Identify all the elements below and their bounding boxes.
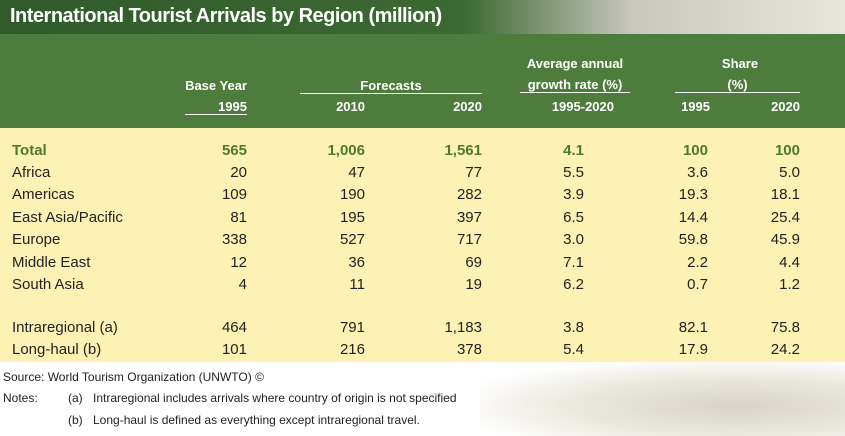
cell: 17.9 (678, 341, 708, 359)
header: Forecasts (300, 78, 482, 94)
note: Intraregional includes arrivals where co… (93, 391, 457, 405)
row-label: South Asia (12, 276, 84, 293)
cell: 1.2 (779, 276, 800, 293)
cell: 100 (682, 142, 708, 159)
cell: 14.4 (678, 208, 708, 226)
cell: 100 (774, 142, 800, 159)
cell: 45.9 (770, 231, 800, 249)
row-label: Intraregional (a) (12, 319, 118, 336)
cell: 4.1 (563, 142, 584, 159)
cell: 18.1 (770, 186, 800, 204)
header: 2020 (771, 99, 800, 114)
background-image (480, 362, 845, 436)
header: Average annual (526, 56, 624, 71)
row-label: Europe (12, 231, 61, 249)
cell: 378 (456, 341, 482, 359)
header: 2010 (336, 99, 365, 114)
cell: 3.0 (563, 231, 584, 249)
row-label: Middle East (12, 253, 91, 271)
cell: 3.9 (563, 186, 584, 204)
cell: 190 (339, 186, 365, 204)
cell: 565 (221, 142, 247, 159)
row-label: Total (12, 142, 47, 159)
cell: 77 (465, 164, 482, 181)
cell: 5.4 (563, 341, 584, 359)
cell: 36 (348, 253, 365, 271)
cell: 81 (230, 208, 247, 226)
cell: 717 (456, 231, 482, 249)
cell: 3.8 (563, 319, 584, 336)
cell: 59.8 (678, 231, 708, 249)
cell: 0.7 (687, 276, 708, 293)
notes-label: Notes: (3, 391, 38, 405)
cell: 195 (339, 208, 365, 226)
cell: 2.2 (687, 253, 708, 271)
note-marker: (b) (68, 413, 83, 427)
cell: 47 (348, 164, 365, 181)
cell: 791 (339, 319, 365, 336)
header: growth rate (%) (520, 77, 630, 93)
cell: 1,006 (327, 142, 365, 159)
cell: 19 (465, 276, 482, 293)
header: 2020 (453, 99, 482, 114)
cell: 527 (339, 231, 365, 249)
title: International Tourist Arrivals by Region… (10, 5, 442, 27)
cell: 11 (349, 276, 365, 293)
header: 1995 (185, 99, 247, 115)
table-header (0, 34, 845, 128)
header: 1995 (681, 99, 710, 114)
cell: 1,561 (444, 142, 482, 159)
cell: 24.2 (770, 341, 800, 359)
cell: 20 (230, 164, 247, 181)
cell: 397 (456, 208, 482, 226)
cell: 6.5 (563, 208, 584, 226)
cell: 1,183 (444, 319, 482, 336)
cell: 109 (221, 186, 247, 204)
note-marker: (a) (68, 391, 83, 405)
header: 1995-2020 (551, 99, 614, 114)
cell: 12 (230, 253, 247, 271)
row-label: Americas (12, 186, 75, 204)
header: Share (721, 56, 759, 71)
cell: 5.0 (779, 164, 800, 181)
cell: 75.8 (770, 319, 800, 336)
source: Source: World Tourism Organization (UNWT… (3, 370, 264, 384)
header: (%) (675, 77, 800, 93)
cell: 101 (221, 341, 247, 359)
cell: 216 (339, 341, 365, 359)
cell: 5.5 (563, 164, 584, 181)
cell: 3.6 (687, 164, 708, 181)
cell: 82.1 (678, 319, 708, 336)
row-label: Long-haul (b) (12, 341, 102, 359)
cell: 6.2 (563, 276, 584, 293)
cell: 19.3 (678, 186, 708, 204)
title-bar (0, 0, 845, 34)
cell: 7.1 (563, 253, 584, 271)
table-body (0, 128, 845, 362)
cell: 4 (238, 276, 247, 293)
row-label: East Asia/Pacific (12, 208, 123, 226)
row-label: Africa (12, 164, 51, 181)
cell: 464 (221, 319, 247, 336)
cell: 338 (221, 231, 247, 249)
cell: 25.4 (770, 208, 800, 226)
cell: 282 (456, 186, 482, 204)
cell: 69 (465, 253, 482, 271)
note: Long-haul is defined as everything excep… (93, 413, 420, 427)
header: Base Year (185, 78, 247, 93)
cell: 4.4 (779, 253, 800, 271)
